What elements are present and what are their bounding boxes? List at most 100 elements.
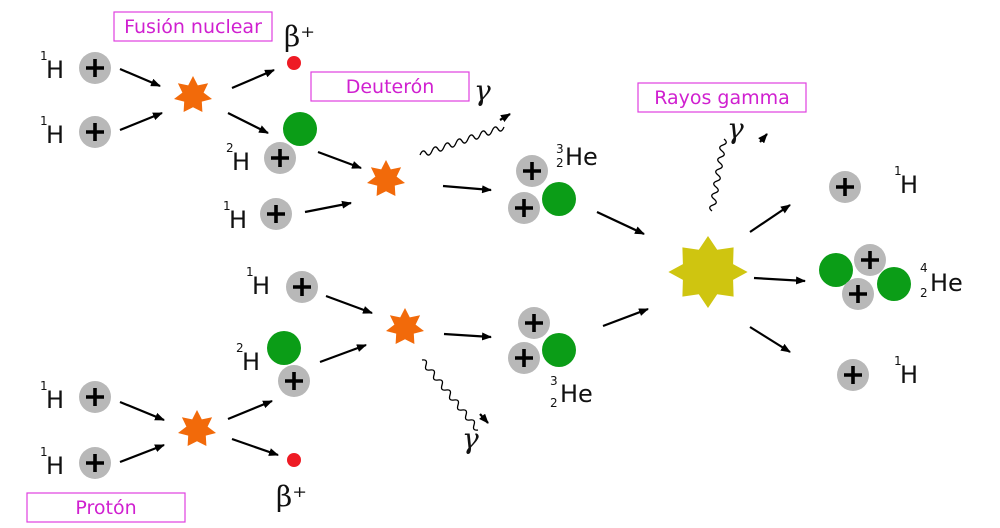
reaction-arrow — [602, 307, 649, 328]
gamma-arrow — [479, 413, 489, 424]
neutron — [542, 182, 576, 216]
svg-text:He: He — [565, 143, 598, 171]
fusion-burst — [174, 76, 212, 112]
svg-text:H: H — [242, 348, 260, 376]
svg-text:H: H — [252, 272, 270, 300]
proton — [260, 198, 292, 230]
reaction-arrow — [443, 332, 492, 341]
isotope-label-1h: 1 H — [223, 199, 247, 234]
proton — [79, 447, 111, 479]
svg-text:1: 1 — [223, 199, 231, 213]
svg-text:1: 1 — [40, 49, 48, 63]
proton — [837, 359, 869, 391]
svg-text:2: 2 — [550, 396, 558, 410]
gamma-photon-wave — [709, 138, 727, 212]
svg-text:1: 1 — [894, 164, 902, 178]
isotope-label-1h: 1 H — [40, 445, 64, 480]
reaction-arrow — [119, 400, 165, 422]
reaction-arrow — [304, 200, 352, 214]
proton — [516, 155, 548, 187]
svg-text:γ: γ — [727, 112, 744, 145]
gamma-photon-wave — [419, 126, 505, 156]
reaction-arrow — [325, 294, 373, 315]
svg-text:1: 1 — [40, 445, 48, 459]
fusion-burst-large — [668, 236, 748, 308]
svg-text:2: 2 — [556, 156, 564, 170]
svg-text:H: H — [46, 121, 64, 149]
proton — [264, 142, 296, 174]
fusion-burst — [367, 160, 405, 196]
gamma-arrow — [499, 113, 511, 123]
proton — [79, 381, 111, 413]
reaction-arrow — [231, 68, 275, 90]
svg-text:3: 3 — [556, 142, 564, 156]
isotope-label-1h: 1 H — [246, 265, 270, 300]
proton — [518, 307, 550, 339]
isotope-label-1h: 1 H — [894, 354, 918, 389]
proton — [79, 116, 111, 148]
svg-text:β⁺: β⁺ — [284, 20, 315, 53]
proton — [508, 192, 540, 224]
isotope-label-2h: 2 H — [236, 341, 260, 376]
reaction-arrow — [119, 67, 161, 88]
proton — [508, 342, 540, 374]
proton — [79, 52, 111, 84]
reaction-arrow — [442, 184, 492, 194]
reaction-arrow — [317, 150, 362, 170]
svg-text:β⁺: β⁺ — [276, 480, 307, 513]
svg-text:2: 2 — [236, 341, 244, 355]
reaction-arrow — [119, 111, 163, 132]
reaction-arrow — [227, 399, 273, 421]
isotope-label-he3: 3 2 He — [556, 142, 598, 171]
svg-text:H: H — [229, 206, 247, 234]
neutron — [877, 267, 911, 301]
svg-text:H: H — [46, 56, 64, 84]
isotope-label-1h: 1 H — [40, 379, 64, 414]
proton — [842, 278, 874, 310]
gamma-arrow — [758, 133, 768, 144]
svg-text:1: 1 — [40, 379, 48, 393]
svg-text:1: 1 — [894, 354, 902, 368]
svg-text:γ: γ — [462, 422, 479, 455]
svg-text:Fusión nuclear: Fusión nuclear — [124, 16, 262, 38]
gamma-label: γ — [474, 74, 491, 107]
isotope-label-1h: 1 H — [40, 49, 64, 84]
svg-text:Protón: Protón — [75, 497, 136, 519]
svg-text:Deuterón: Deuterón — [346, 76, 435, 98]
label-proton: Protón — [26, 492, 186, 523]
gamma-label: γ — [727, 112, 744, 145]
positron-label: β⁺ — [284, 20, 315, 53]
gamma-label: γ — [462, 422, 479, 455]
reaction-arrow — [319, 343, 367, 364]
svg-text:1: 1 — [40, 114, 48, 128]
svg-text:He: He — [560, 380, 593, 408]
isotope-label-2h: 2 H — [226, 141, 250, 176]
proton — [829, 171, 861, 203]
reaction-arrow — [749, 326, 791, 353]
neutron — [283, 112, 317, 146]
svg-text:He: He — [930, 269, 963, 297]
reaction-arrow — [119, 443, 165, 464]
reaction-arrow — [596, 211, 645, 235]
proton — [854, 244, 886, 276]
svg-text:H: H — [46, 386, 64, 414]
label-fusion-nuclear: Fusión nuclear — [113, 11, 273, 42]
fusion-burst — [386, 308, 424, 344]
svg-text:2: 2 — [920, 286, 928, 300]
svg-text:H: H — [900, 171, 918, 199]
label-deuteron: Deuterón — [310, 71, 470, 102]
proton — [278, 365, 310, 397]
neutron — [267, 331, 301, 365]
isotope-label-he4: 4 2 He — [920, 261, 963, 300]
positron — [287, 453, 301, 467]
svg-text:3: 3 — [550, 374, 558, 388]
reaction-arrow — [231, 437, 279, 457]
svg-text:4: 4 — [920, 261, 928, 275]
reaction-arrow — [749, 204, 791, 233]
positron — [287, 56, 301, 70]
isotope-label-1h: 1 H — [894, 164, 918, 199]
reaction-arrow — [227, 112, 269, 134]
label-rayos-gamma: Rayos gamma — [637, 82, 807, 113]
svg-text:H: H — [900, 361, 918, 389]
